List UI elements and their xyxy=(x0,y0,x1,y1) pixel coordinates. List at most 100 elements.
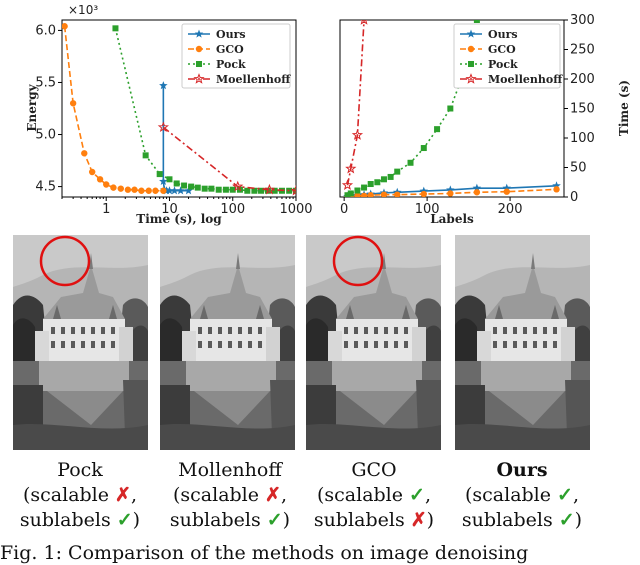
energy-pock-point xyxy=(258,187,265,194)
energy-pock-point xyxy=(142,152,149,159)
time-ours-point xyxy=(446,185,455,194)
time-gco-point xyxy=(367,192,374,197)
energy-ytick-label: 5.5 xyxy=(35,75,56,90)
time-pock-point xyxy=(367,181,374,188)
gco-highlight-circle xyxy=(332,235,384,287)
energy-plot: 1 10 100 1000 4.5 5.0 5.5 6.0 ×10³ Time (s), lo… xyxy=(25,3,313,226)
caption-paren: ) xyxy=(426,509,435,531)
time-gco-point xyxy=(503,188,510,195)
caption-mollenhoff: Mollenhoff (scalable ✗, sublabels ✓) xyxy=(156,458,304,533)
time-ytick-label: 200 xyxy=(570,72,595,87)
energy-moellenhoff-line xyxy=(162,126,296,192)
check-mark-icon: ✓ xyxy=(409,484,425,506)
time-gco-point xyxy=(394,191,401,197)
energy-moellenhoff-point xyxy=(263,183,276,195)
energy-pock-point xyxy=(215,186,222,193)
energy-legend-ours-label: Ours xyxy=(216,28,246,41)
time-pock-point xyxy=(347,190,354,197)
energy-pock-point xyxy=(208,185,215,192)
energy-ours-point xyxy=(165,186,174,195)
caption-sublabels-text: sublabels xyxy=(313,509,411,531)
energy-plot-legend: Ours GCO Pock Moellenhoff xyxy=(181,23,291,89)
caption-comma: , xyxy=(424,484,432,506)
image-row xyxy=(13,235,590,450)
energy-ours-point xyxy=(159,81,168,90)
energy-pock-point xyxy=(201,185,208,192)
energy-pock-point xyxy=(251,187,258,194)
time-gco-point xyxy=(360,192,368,197)
mollenhoff-result-image xyxy=(160,235,295,450)
time-pock-point xyxy=(434,126,441,133)
time-pock-point xyxy=(361,184,368,191)
caption-comma: , xyxy=(130,484,138,506)
energy-legend-moellenhoff-label: Moellenhoff xyxy=(216,73,291,86)
time-legend-pock-label: Pock xyxy=(488,58,518,71)
energy-legend-gco-marker xyxy=(195,45,203,53)
energy-gco-point xyxy=(81,150,88,157)
caption-pock-name: Pock xyxy=(57,459,103,481)
time-ytick-label: 0 xyxy=(570,190,578,205)
time-legend-gco-label: GCO xyxy=(488,43,516,56)
check-mark-icon: ✓ xyxy=(266,509,283,531)
caption-sublabels-text: sublabels xyxy=(19,509,117,531)
cross-mark-icon: ✗ xyxy=(410,509,427,531)
energy-gco-point xyxy=(88,168,96,176)
check-mark-icon: ✓ xyxy=(558,509,575,531)
time-moellenhoff-point xyxy=(351,129,364,140)
time-ours-point xyxy=(502,183,512,192)
time-xtick-label: 200 xyxy=(498,202,523,217)
energy-moellenhoff-point xyxy=(232,180,244,192)
energy-plot-ylabel: Energy xyxy=(25,83,39,131)
time-moellenhoff-point xyxy=(345,162,357,174)
energy-gco-point xyxy=(103,181,110,188)
time-xtick-label: 100 xyxy=(415,202,440,217)
time-ours-point xyxy=(552,181,561,190)
pock-highlight-circle xyxy=(39,235,91,287)
energy-gco-point xyxy=(96,176,104,183)
time-pock-point xyxy=(394,168,401,175)
caption-paren: ) xyxy=(132,509,141,531)
energy-pock-point xyxy=(229,186,236,193)
caption-ours-name: Ours xyxy=(496,459,548,481)
energy-ytick-label: 5.0 xyxy=(35,128,56,143)
energy-moellenhoff-point xyxy=(290,184,296,196)
time-pock-point xyxy=(374,179,381,186)
energy-pock-point xyxy=(188,183,195,190)
time-legend-box xyxy=(453,23,561,89)
time-ytick-label: 250 xyxy=(570,43,595,58)
energy-gco-point xyxy=(152,187,159,194)
energy-pock-point xyxy=(166,176,173,183)
energy-gco-point xyxy=(124,186,132,193)
energy-pock-point xyxy=(173,180,180,187)
energy-multiplier-label: ×10³ xyxy=(68,3,98,17)
energy-xtick-label: 1 xyxy=(102,202,110,217)
time-ytick-label: 300 xyxy=(570,13,595,28)
time-pock-point xyxy=(344,192,351,197)
energy-ours-point xyxy=(159,176,168,186)
cross-mark-icon: ✗ xyxy=(265,484,281,506)
time-pock-point xyxy=(407,159,414,166)
caption-paren: ) xyxy=(574,509,583,531)
caption-scalable-text: (scalable xyxy=(464,484,558,506)
energy-xtick-label: 10 xyxy=(161,202,178,217)
energy-gco-point xyxy=(69,100,77,107)
time-ytick-label: 100 xyxy=(570,131,595,146)
caption-comma: , xyxy=(572,484,580,506)
energy-legend-pock-label: Pock xyxy=(216,58,246,71)
time-gco-point xyxy=(354,192,361,197)
time-plot: 0 100 200 0 50 100 150 200 250 300 Labels Time (s… xyxy=(339,13,631,226)
time-legend-moellenhoff-marker xyxy=(465,73,477,84)
caption-gco: GCO (scalable ✓, sublabels ✗) xyxy=(300,458,448,533)
time-pock-point xyxy=(420,145,427,152)
energy-ours-point xyxy=(176,186,185,195)
caption-pock: Pock (scalable ✗, sublabels ✓) xyxy=(6,458,154,533)
energy-pock-point xyxy=(271,187,278,194)
time-legend-moellenhoff-label: Moellenhoff xyxy=(488,73,563,86)
energy-pock-point xyxy=(112,25,119,32)
energy-pock-point xyxy=(244,187,251,194)
energy-legend-gco-label: GCO xyxy=(216,43,244,56)
check-mark-icon: ✓ xyxy=(557,484,573,506)
energy-pock-point xyxy=(222,186,229,193)
caption-gco-name: GCO xyxy=(351,459,397,481)
method-captions: Pock (scalable ✗, sublabels ✓) Mollenhof… xyxy=(0,458,640,538)
